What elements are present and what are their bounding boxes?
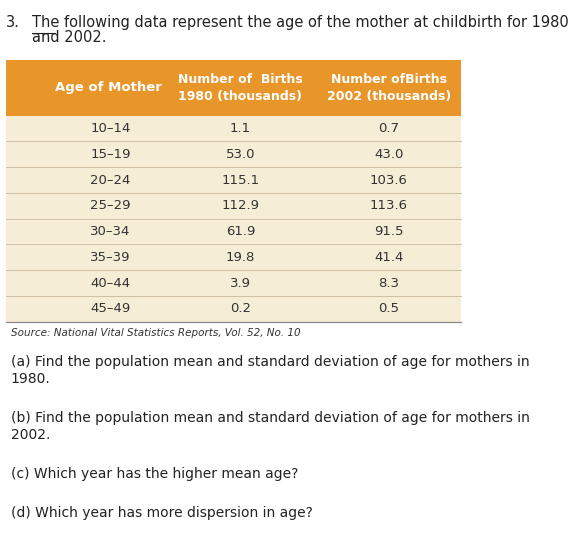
Text: 2002.: 2002. [10,428,50,442]
Text: 8.3: 8.3 [378,277,399,290]
Text: 30–34: 30–34 [90,225,131,238]
Text: Age of Mother: Age of Mother [55,81,162,94]
Text: 19.8: 19.8 [226,251,255,264]
Text: 112.9: 112.9 [222,199,260,212]
Text: (d) Which year has more dispersion in age?: (d) Which year has more dispersion in ag… [10,506,313,520]
Text: 1.1: 1.1 [230,122,251,135]
Text: (c) Which year has the higher mean age?: (c) Which year has the higher mean age? [10,466,298,480]
FancyBboxPatch shape [6,115,461,322]
Text: 0.7: 0.7 [378,122,399,135]
Text: (b) Find the population mean and standard deviation of age for mothers in: (b) Find the population mean and standar… [10,411,530,425]
Text: 113.6: 113.6 [370,199,408,212]
Text: 61.9: 61.9 [226,225,255,238]
Text: 25–29: 25–29 [90,199,131,212]
Text: 20–24: 20–24 [90,174,131,186]
Text: 53.0: 53.0 [226,148,255,161]
Text: 3.9: 3.9 [230,277,251,290]
Text: 1980.: 1980. [10,372,51,386]
Text: 35–39: 35–39 [90,251,131,264]
Text: 41.4: 41.4 [374,251,404,264]
Text: 15–19: 15–19 [90,148,131,161]
Text: and 2002.: and 2002. [31,30,106,45]
Text: 0.5: 0.5 [378,302,399,315]
Text: 91.5: 91.5 [374,225,404,238]
Text: Source: National Vital Statistics Reports, Vol. 52, No. 10: Source: National Vital Statistics Report… [10,329,300,338]
Text: 43.0: 43.0 [374,148,404,161]
Text: 103.6: 103.6 [370,174,408,186]
Text: 45–49: 45–49 [90,302,130,315]
Text: (a) Find the population mean and standard deviation of age for mothers in: (a) Find the population mean and standar… [10,355,529,369]
Text: 115.1: 115.1 [221,174,260,186]
Text: Number of  Births
1980 (thousands): Number of Births 1980 (thousands) [178,73,303,102]
Text: Number ofBirths
2002 (thousands): Number ofBirths 2002 (thousands) [327,73,451,102]
Text: 3.: 3. [6,15,20,30]
Text: 10–14: 10–14 [90,122,131,135]
FancyBboxPatch shape [6,60,461,115]
Text: 40–44: 40–44 [90,277,130,290]
Text: The following data represent the age of the mother at childbirth for 1980: The following data represent the age of … [31,15,568,30]
Text: 0.2: 0.2 [230,302,251,315]
